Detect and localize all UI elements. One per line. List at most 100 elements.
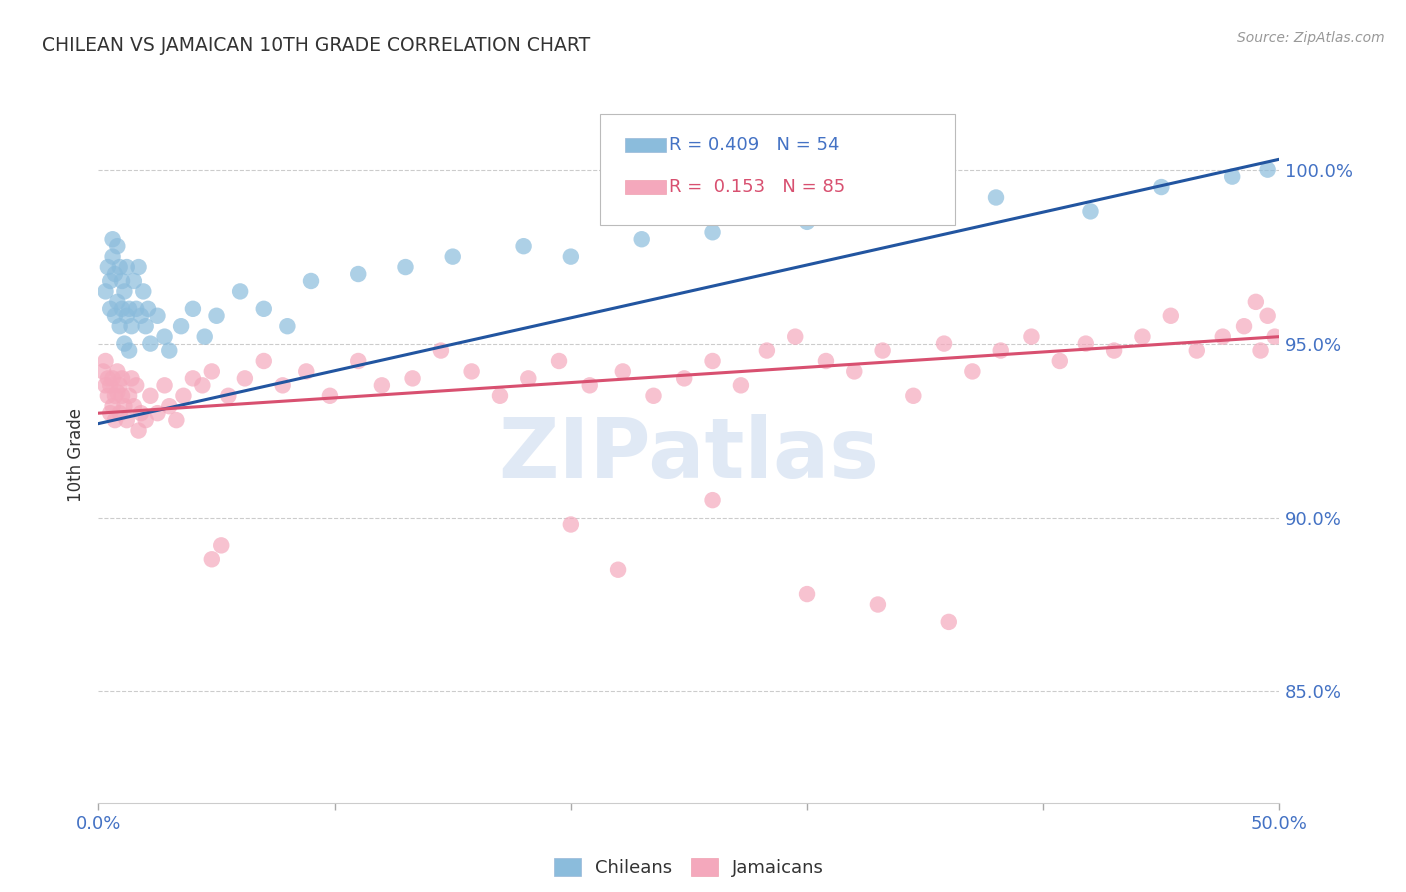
Point [673,371,696,385]
Point [172,389,194,403]
Point [125,301,148,316]
FancyBboxPatch shape [626,180,666,194]
Point [517,371,540,385]
Point [1220,169,1243,184]
Point [1132,329,1154,343]
Point [153,329,176,343]
Point [146,406,169,420]
Point [105,294,128,309]
Point [129,309,152,323]
Point [104,389,127,403]
Point [814,354,837,368]
Point [108,260,131,274]
Point [108,406,131,420]
Point [1021,329,1043,343]
Point [135,413,157,427]
Point [347,267,370,281]
Point [253,301,276,316]
Point [104,413,127,427]
Point [108,378,131,392]
Point [401,371,423,385]
Point [132,285,155,299]
Point [730,378,752,392]
Point [111,389,134,403]
Point [785,329,807,343]
Point [115,309,138,323]
Point [201,364,224,378]
Point [866,598,889,612]
Point [1102,343,1125,358]
Point [111,301,134,316]
Point [118,389,141,403]
Point [111,371,134,385]
Y-axis label: 10th Grade: 10th Grade [67,408,86,502]
Point [101,250,124,264]
Point [157,343,180,358]
Point [122,274,145,288]
Point [181,301,204,316]
Point [122,399,145,413]
Point [146,309,169,323]
Text: R = 0.409   N = 54: R = 0.409 N = 54 [669,136,839,154]
Point [101,232,124,246]
Point [1080,204,1102,219]
Point [319,389,342,403]
Point [97,389,120,403]
Point [139,336,162,351]
Point [128,424,150,438]
Point [702,354,724,368]
Legend: Chileans, Jamaicans: Chileans, Jamaicans [547,851,831,884]
Point [1244,294,1267,309]
Point [194,329,217,343]
Point [903,389,925,403]
Text: R =  0.153   N = 85: R = 0.153 N = 85 [669,178,845,196]
Point [1160,309,1182,323]
Point [105,364,128,378]
Point [104,267,127,281]
Point [170,319,193,334]
Point [118,301,141,316]
Point [217,389,239,403]
Point [97,371,120,385]
Point [984,190,1007,204]
Point [1074,336,1097,351]
Point [932,336,955,351]
Point [441,250,464,264]
Text: ZIPatlas: ZIPatlas [499,415,879,495]
Point [844,364,866,378]
Point [94,354,117,368]
Point [101,399,124,413]
Point [94,378,117,392]
Point [1257,162,1279,177]
Point [548,354,571,368]
Point [1233,319,1256,334]
Point [111,274,134,288]
Point [1257,309,1279,323]
Text: Source: ZipAtlas.com: Source: ZipAtlas.com [1237,31,1385,45]
Point [1185,343,1208,358]
Point [118,343,141,358]
Point [128,260,150,274]
Point [98,378,121,392]
Point [104,309,127,323]
Point [125,378,148,392]
Point [347,354,370,368]
Point [181,371,204,385]
Point [578,378,600,392]
Point [233,371,256,385]
Point [962,364,984,378]
Point [489,389,512,403]
Point [229,285,252,299]
Point [105,239,128,253]
Point [1250,343,1272,358]
Point [121,319,143,334]
Point [299,274,322,288]
Point [112,285,135,299]
Point [165,413,187,427]
Point [796,587,818,601]
Point [394,260,416,274]
Point [1264,329,1286,343]
Point [209,538,232,552]
Point [115,260,138,274]
Point [990,343,1012,358]
